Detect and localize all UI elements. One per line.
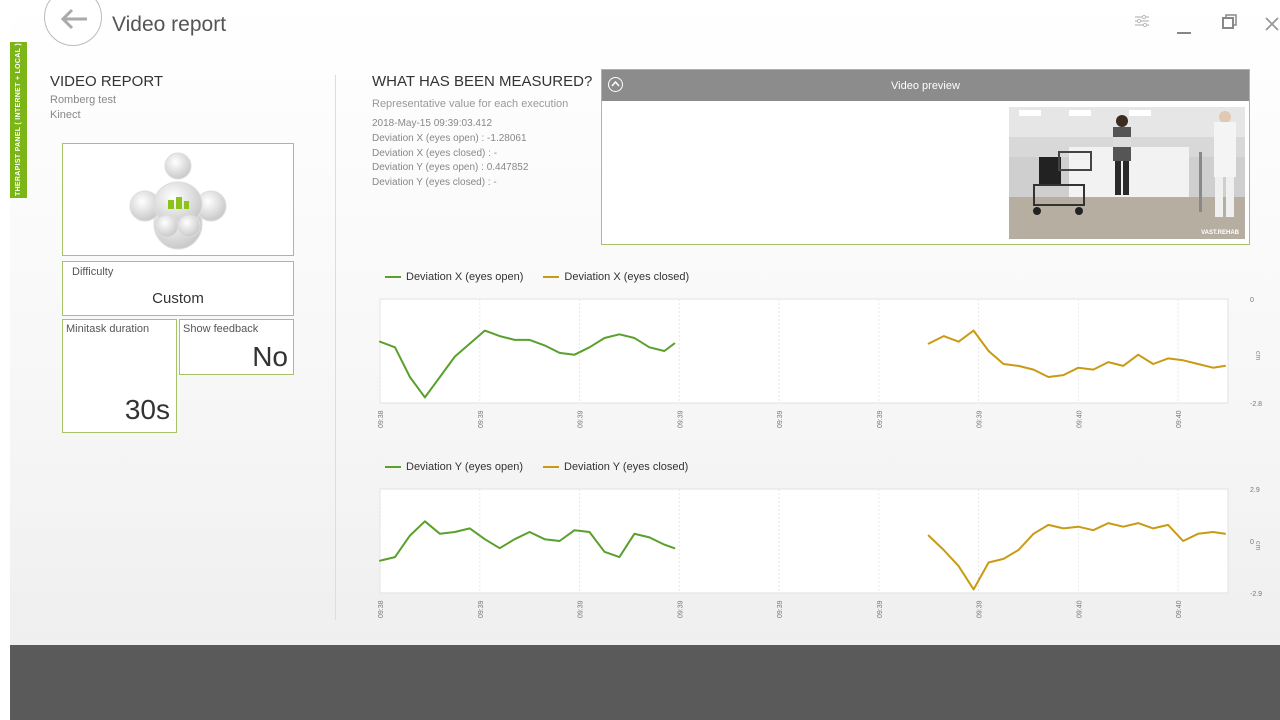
legend-swatch-open — [385, 276, 401, 278]
x-tick-label: 09:39 — [977, 600, 984, 618]
device-name: Kinect — [50, 109, 81, 121]
x-tick-label: 09:39 — [478, 410, 485, 428]
series-line-eyes-open — [379, 329, 676, 399]
series-line-eyes-open — [379, 520, 676, 562]
minimize-icon[interactable] — [1176, 14, 1192, 41]
x-tick-label: 09:40 — [1076, 600, 1083, 618]
difficulty-label: Difficulty — [72, 266, 114, 278]
test-name: Romberg test — [50, 94, 117, 106]
x-tick-label: 09:40 — [1176, 600, 1183, 618]
exercise-illustration — [62, 143, 294, 256]
y-tick-label: -2.9 — [1250, 591, 1262, 598]
x-tick-label: 09:40 — [1076, 410, 1083, 428]
x-tick-label: 09:39 — [977, 410, 984, 428]
bottom-bar — [10, 645, 1280, 720]
y-tick-label: -2.8 — [1250, 401, 1262, 408]
video-thumbnail — [1009, 107, 1245, 239]
video-preview-title: Video preview — [891, 79, 960, 92]
feedback-value: No — [252, 341, 288, 372]
measured-line: Deviation X (eyes closed) : - — [372, 148, 498, 159]
x-tick-label: 09:40 — [1176, 410, 1183, 428]
video-frame[interactable]: VAST.REHAB — [1009, 107, 1245, 239]
measured-timestamp: 2018-May-15 09:39:03.412 — [372, 118, 493, 129]
x-tick-label: 09:39 — [877, 600, 884, 618]
x-tick-label: 09:38 — [378, 410, 385, 428]
measured-title: WHAT HAS BEEN MEASURED? — [372, 73, 593, 90]
x-tick-label: 09:39 — [877, 410, 884, 428]
difficulty-value: Custom — [152, 290, 204, 307]
difficulty-card: Difficulty Custom — [62, 261, 294, 316]
series-line-eyes-closed — [927, 329, 1226, 378]
legend-label: Deviation Y (eyes open) — [406, 461, 523, 473]
legend-swatch-closed — [543, 276, 560, 278]
y-tick-label: 0 — [1250, 297, 1254, 304]
feedback-label: Show feedback — [183, 323, 259, 335]
plot-area — [379, 298, 1229, 404]
chart2-legend: Deviation Y (eyes open) Deviation Y (eye… — [385, 461, 688, 473]
deviation-y-chart: 09:38 09:39 09:39 09:39 09:39 09:39 09:39 09:40… — [378, 487, 1262, 618]
arrow-left-icon — [60, 8, 87, 30]
deviation-x-chart: 09:38 09:39 09:39 09:39 09:39 09:39 09:39 09:40… — [378, 297, 1262, 428]
video-preview-header[interactable]: Video preview — [602, 70, 1249, 101]
legend-item: Deviation X (eyes open) — [385, 271, 523, 283]
legend-label: Deviation X (eyes closed) — [564, 271, 690, 283]
legend-item: Deviation Y (eyes closed) — [543, 461, 688, 473]
y-tick-label: 0 — [1250, 539, 1254, 546]
legend-label: Deviation X (eyes open) — [406, 271, 524, 283]
video-preview-panel: Video preview VAST. — [601, 69, 1250, 245]
legend-swatch-open — [385, 466, 401, 468]
app-title: Video report — [112, 13, 227, 36]
report-title: VIDEO REPORT — [50, 73, 164, 90]
x-tick-label: 09:39 — [578, 410, 585, 428]
show-feedback-card: Show feedback No — [179, 319, 294, 375]
legend-swatch-closed — [543, 466, 559, 468]
x-tick-label: 09:38 — [378, 600, 385, 618]
close-icon[interactable] — [1264, 14, 1280, 39]
measured-line: Deviation Y (eyes open) : 0.447852 — [372, 162, 529, 173]
legend-item: Deviation X (eyes closed) — [543, 271, 689, 283]
minitask-label: Minitask duration — [66, 323, 150, 335]
video-watermark: VAST.REHAB — [1201, 230, 1239, 236]
x-tick-label: 09:39 — [677, 600, 684, 618]
restore-icon[interactable] — [1221, 14, 1237, 35]
chart1-legend: Deviation X (eyes open) Deviation X (eye… — [385, 271, 689, 283]
x-tick-label: 09:39 — [478, 600, 485, 618]
plot-area — [379, 488, 1229, 594]
legend-item: Deviation Y (eyes open) — [385, 461, 523, 473]
series-line-eyes-closed — [927, 522, 1226, 591]
y-axis-label: cm — [1254, 541, 1261, 551]
measured-line: Deviation X (eyes open) : -1.28061 — [372, 133, 527, 144]
x-tick-label: 09:39 — [777, 410, 784, 428]
legend-label: Deviation Y (eyes closed) — [564, 461, 689, 473]
measured-line: Deviation Y (eyes closed) : - — [372, 177, 497, 188]
minitask-value: 30s — [124, 394, 170, 425]
y-tick-label: 2.9 — [1250, 487, 1260, 494]
settings-sliders-icon[interactable] — [1134, 14, 1150, 33]
x-tick-label: 09:39 — [578, 600, 585, 618]
x-tick-label: 09:39 — [677, 410, 684, 428]
x-tick-label: 09:39 — [777, 600, 784, 618]
body-figure-icon — [129, 152, 227, 250]
measured-subtitle: Representative value for each execution — [372, 98, 569, 110]
minitask-duration-card: Minitask duration 30s — [62, 319, 177, 433]
chevron-up-icon[interactable] — [608, 77, 623, 92]
panel-divider — [335, 75, 336, 620]
back-button[interactable] — [44, 0, 102, 46]
therapist-panel-tab[interactable]: THERAPIST PANEL ( INTERNET + LOCAL ) — [10, 42, 27, 198]
y-axis-label: cm — [1254, 351, 1261, 361]
